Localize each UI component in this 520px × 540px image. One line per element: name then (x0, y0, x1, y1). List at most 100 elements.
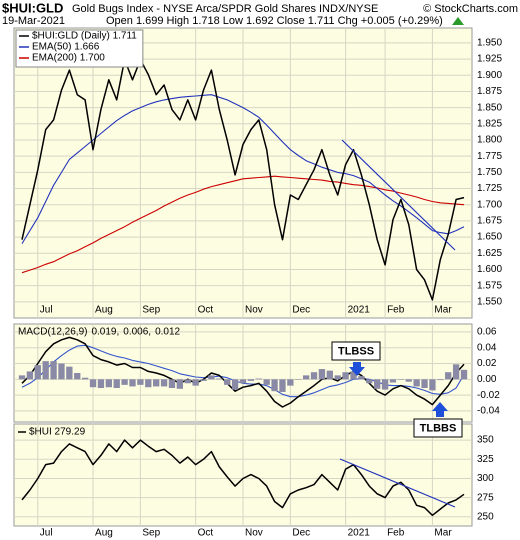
histogram-bar (350, 371, 357, 380)
y-tick-label: 275 (477, 492, 494, 503)
histogram-bar (153, 379, 160, 387)
histogram-bar (437, 379, 444, 381)
histogram-bar (208, 375, 215, 380)
date: 19-Mar-2021 (2, 15, 65, 27)
credit: © StockCharts.com (423, 3, 518, 15)
x-tick-label: Mar (434, 528, 452, 539)
histogram-bar (381, 379, 389, 390)
histogram-bar (318, 369, 326, 380)
y-tick-label: 0.00 (477, 374, 497, 385)
histogram-bar (358, 376, 365, 380)
y-tick-label: 0.04 (477, 342, 497, 353)
y-tick-label: 1.775 (477, 151, 502, 162)
histogram-bar (334, 375, 341, 380)
annotation-text: TLBSS (338, 345, 374, 357)
series-line (21, 58, 465, 301)
histogram-bar (58, 363, 65, 380)
y-tick-label: 1.875 (477, 86, 502, 97)
annotation-box (413, 418, 463, 438)
histogram-bar (271, 379, 278, 392)
x-tick-label: Aug (95, 305, 113, 316)
histogram-bar (231, 379, 239, 390)
histogram-bar (342, 372, 349, 380)
series-line (21, 175, 465, 274)
y-tick-label: 1.725 (477, 183, 502, 194)
y-tick-label: 325 (477, 454, 494, 465)
plot-layer: Jul Aug Sep Oct Nov Dec 2021 Feb Mar 1.550 1.575 1.… (13, 27, 502, 539)
trend-line (339, 458, 456, 508)
quote: Open 1.699 High 1.718 Low 1.692 Close 1.… (106, 15, 443, 27)
histogram-bar (255, 378, 262, 380)
x-tick-label: Sep (142, 528, 160, 539)
x-tick-label: Nov (245, 305, 263, 316)
x-tick-label: Dec (292, 528, 310, 539)
x-tick-label: Jul (40, 528, 53, 539)
y-tick-label: 1.650 (477, 232, 502, 243)
legend-entry: 0.012 (155, 327, 180, 338)
histogram-bar (129, 379, 136, 387)
histogram-bar (145, 379, 152, 388)
histogram-bar (42, 361, 49, 380)
x-tick-label: 2021 (348, 528, 371, 539)
up-arrow (452, 17, 464, 25)
histogram-bar (429, 379, 436, 391)
y-tick-label: 1.950 (477, 38, 502, 49)
y-tick-label: 1.575 (477, 280, 502, 291)
legend-entry: 0.019, (91, 327, 119, 338)
y-tick-label: 1.900 (477, 70, 502, 81)
y-tick-label: 1.850 (477, 102, 502, 113)
x-tick-label: Jul (40, 305, 53, 316)
legend-entry: EMA(50) 1.666 (32, 42, 100, 53)
y-tick-label: 350 (477, 435, 494, 446)
histogram-bar (452, 364, 460, 380)
histogram-bar (192, 379, 199, 386)
x-tick-label: Mar (434, 305, 452, 316)
histogram-bar (184, 379, 191, 384)
histogram-bar (113, 379, 120, 389)
x-tick-label: Sep (142, 305, 160, 316)
arrow (432, 402, 448, 417)
histogram-bar (200, 379, 207, 381)
histogram-bar (421, 379, 428, 389)
histogram-bar (366, 379, 373, 384)
histogram-bar (50, 361, 57, 380)
series-line (21, 344, 465, 398)
histogram-bar (121, 379, 128, 385)
legend-entry: EMA(200) 1.700 (32, 53, 105, 64)
annotation: TLBBS (413, 402, 463, 438)
histogram-bar (405, 379, 412, 382)
y-tick-label: 1.625 (477, 248, 502, 259)
histogram-bar (216, 378, 223, 380)
histogram-bar (26, 371, 34, 380)
y-tick-label: 0.02 (477, 358, 497, 369)
x-tick-label: Aug (95, 528, 113, 539)
histogram-bar (168, 379, 176, 389)
histogram-bar (97, 379, 105, 389)
histogram-bar (18, 375, 26, 380)
y-tick-label: 300 (477, 473, 494, 484)
y-tick-label: 1.800 (477, 135, 502, 146)
series-line (21, 439, 465, 517)
histogram-bar (374, 379, 381, 389)
histogram-bar (397, 379, 405, 380)
histogram-bar (176, 379, 184, 389)
histogram-bar (389, 379, 397, 383)
histogram-bar (310, 372, 318, 380)
histogram-bar (247, 379, 255, 381)
histogram-bar (224, 379, 231, 385)
histogram-bar (445, 372, 452, 380)
legend-entry: 0.006, (123, 327, 151, 338)
legend-entry: $HUI:GLD (Daily) 1.711 (32, 31, 137, 42)
y-tick-label: 1.750 (477, 167, 502, 178)
y-tick-label: 1.700 (477, 199, 502, 210)
annotation: TLBSS (331, 341, 381, 376)
histogram-bar (413, 379, 420, 387)
y-tick-label: 1.550 (477, 296, 502, 307)
histogram-bar (34, 365, 41, 380)
histogram-bar (137, 379, 144, 385)
x-tick-label: Nov (245, 528, 263, 539)
y-tick-label: 1.675 (477, 216, 502, 227)
y-tick-label: 0.06 (477, 327, 497, 338)
x-tick-label: Feb (387, 305, 405, 316)
